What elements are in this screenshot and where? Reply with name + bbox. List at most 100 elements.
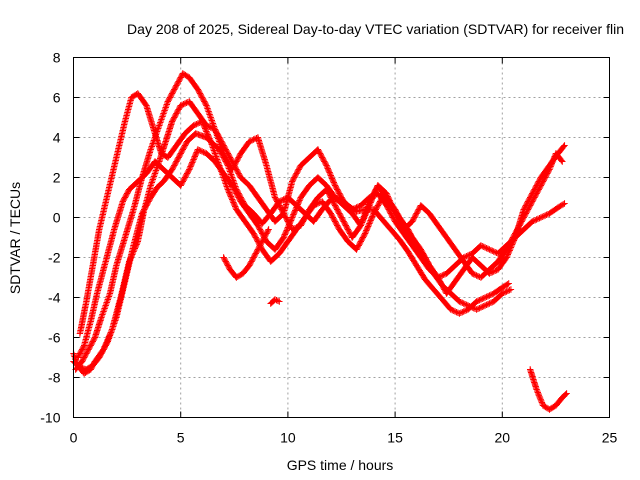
data-point: [445, 292, 448, 295]
data-point: [188, 168, 190, 171]
data-point: [150, 184, 152, 187]
data-point: [268, 228, 270, 231]
data-point: [403, 232, 405, 235]
data-point: [450, 292, 452, 295]
data-point: [270, 302, 272, 305]
data-point: [274, 248, 276, 251]
data-point: [235, 208, 238, 211]
series-track-5: [74, 146, 566, 361]
data-point: [531, 200, 533, 203]
data-point: [493, 300, 495, 303]
data-point: [321, 200, 323, 203]
data-point: [561, 396, 563, 399]
data-point: [523, 228, 525, 231]
data-point: [274, 220, 276, 223]
data-point: [167, 100, 169, 103]
data-point: [227, 188, 229, 191]
data-point: [385, 204, 388, 207]
data-point: [94, 360, 96, 363]
y-tick-label: 2: [53, 170, 61, 186]
data-point: [154, 160, 156, 163]
data-point: [115, 264, 117, 267]
data-point: [398, 238, 400, 241]
data-point: [355, 248, 358, 251]
data-point: [124, 236, 126, 239]
data-point: [445, 272, 448, 275]
data-point: [122, 200, 124, 203]
data-point: [252, 232, 255, 235]
data-point: [313, 220, 315, 223]
chart-title: Day 208 of 2025, Sidereal Day-to-day VTE…: [127, 21, 624, 37]
data-point: [555, 404, 557, 407]
data-point: [180, 104, 182, 107]
data-point: [563, 144, 566, 147]
data-point: [364, 232, 366, 235]
data-point: [463, 260, 465, 263]
data-point: [188, 100, 190, 103]
data-point: [248, 264, 250, 267]
data-point: [255, 252, 257, 255]
data-point: [261, 222, 263, 225]
data-point: [278, 300, 280, 303]
data-point: [197, 112, 199, 115]
data-point: [137, 240, 139, 243]
data-point: [488, 272, 491, 275]
x-tick-label: 0: [70, 430, 78, 446]
data-point: [98, 228, 100, 231]
data-point: [184, 132, 186, 135]
data-point: [242, 272, 244, 275]
data-point: [360, 204, 362, 207]
data-point: [394, 220, 396, 223]
data-point: [158, 124, 160, 127]
series-track-8: [527, 366, 570, 413]
data-point: [81, 360, 83, 363]
data-point: [441, 298, 443, 301]
data-point: [171, 176, 173, 179]
data-point: [102, 348, 105, 351]
y-tick-label: 0: [53, 210, 61, 226]
data-point: [531, 220, 533, 223]
data-point: [248, 140, 250, 143]
data-point: [261, 248, 263, 251]
data-point: [143, 208, 145, 211]
data-point: [360, 224, 362, 227]
data-point: [222, 172, 225, 175]
data-point: [317, 196, 319, 199]
data-point: [83, 344, 85, 347]
data-point: [291, 216, 293, 219]
data-point: [167, 156, 169, 159]
series-track-7: [267, 296, 283, 307]
data-point: [523, 216, 525, 219]
data-point: [531, 192, 533, 195]
data-point: [493, 292, 495, 295]
data-point: [287, 240, 289, 243]
data-point: [186, 140, 188, 143]
data-point: [115, 156, 117, 159]
y-tick-label: 4: [53, 130, 61, 146]
data-point: [94, 336, 96, 339]
data-point: [480, 264, 482, 267]
data-point: [283, 212, 285, 215]
data-point: [308, 184, 310, 187]
data-point: [415, 264, 418, 267]
series-track-6: [220, 226, 272, 281]
data-point: [171, 120, 173, 123]
plot-frame: [73, 57, 610, 418]
data-point: [334, 196, 336, 199]
data-point: [308, 156, 310, 159]
data-point: [403, 228, 405, 231]
data-point: [162, 180, 165, 183]
data-point: [334, 184, 336, 187]
data-point: [158, 160, 160, 163]
data-point: [162, 168, 165, 171]
data-point: [295, 228, 298, 231]
data-point: [321, 208, 323, 211]
data-point: [415, 244, 418, 247]
data-point: [197, 88, 199, 91]
data-point: [160, 152, 163, 155]
data-point: [497, 268, 499, 271]
data-point: [210, 140, 212, 143]
data-point: [92, 264, 94, 267]
data-point: [214, 128, 216, 131]
data-point: [105, 260, 107, 263]
